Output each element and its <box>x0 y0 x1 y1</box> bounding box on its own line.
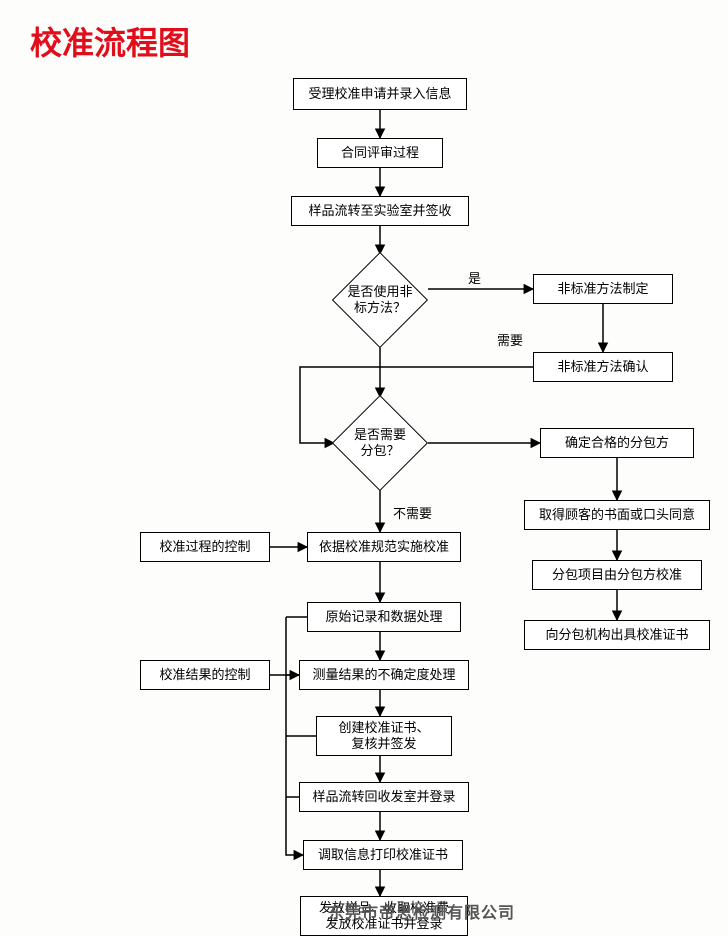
node-c1: 校准过程的控制 <box>140 532 270 562</box>
node-m3: 测量结果的不确定度处理 <box>299 660 469 690</box>
node-m6: 调取信息打印校准证书 <box>303 840 463 870</box>
node-m4: 创建校准证书、 复核并签发 <box>316 716 452 756</box>
node-r5: 分包项目由分包方校准 <box>532 560 702 590</box>
node-r2: 非标准方法确认 <box>533 352 673 382</box>
edge-label: 是 <box>468 268 481 287</box>
watermark-text: 东莞市帝思检测有限公司 <box>328 899 515 923</box>
node-c2: 校准结果的控制 <box>140 660 270 690</box>
node-r3: 确定合格的分包方 <box>540 428 694 458</box>
node-m2: 原始记录和数据处理 <box>307 602 461 632</box>
node-n1: 受理校准申请并录入信息 <box>293 78 467 110</box>
flowchart-canvas: 是需要不需要校准流程图受理校准申请并录入信息合同评审过程样品流转至实验室并签收是… <box>0 0 728 916</box>
node-r1: 非标准方法制定 <box>533 274 673 304</box>
node-r6: 向分包机构出具校准证书 <box>524 620 710 650</box>
edge-label: 不需要 <box>393 503 432 522</box>
node-n3: 样品流转至实验室并签收 <box>291 196 469 226</box>
node-m1: 依据校准规范实施校准 <box>307 532 461 562</box>
page-title: 校准流程图 <box>30 18 190 64</box>
node-r4: 取得顾客的书面或口头同意 <box>524 500 710 530</box>
node-m5: 样品流转回收发室并登录 <box>299 782 469 812</box>
edge-label: 需要 <box>497 330 523 349</box>
node-n2: 合同评审过程 <box>317 138 443 168</box>
